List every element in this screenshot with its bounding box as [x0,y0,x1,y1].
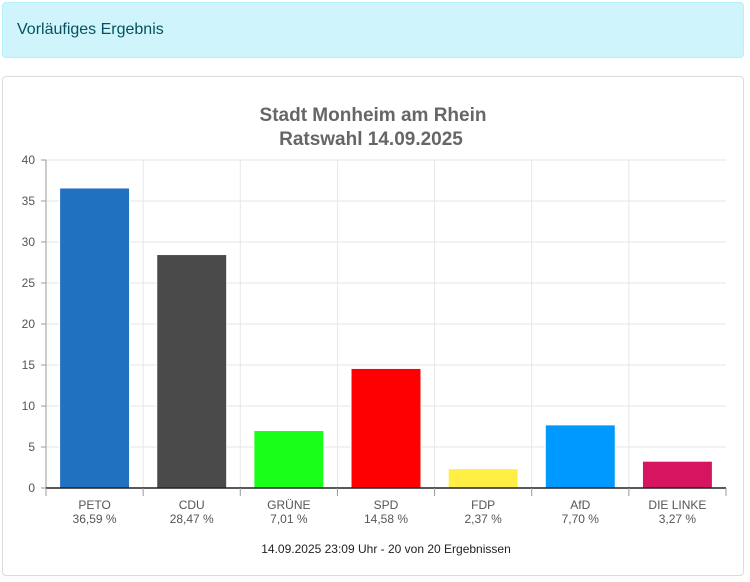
bar-afd [544,424,616,489]
y-tick-label: 40 [22,153,36,167]
y-tick-label: 15 [22,358,36,372]
x-value-label: 2,37 % [464,512,502,526]
x-value-label: 7,01 % [270,512,308,526]
x-value-label: 7,70 % [562,512,600,526]
status-alert: Vorläufiges Ergebnis [2,2,744,58]
bar-spd [350,367,422,489]
y-tick-label: 35 [22,194,36,208]
x-category-label: DIE LINKE [648,498,706,512]
x-value-label: 3,27 % [659,512,697,526]
x-value-label: 28,47 % [170,512,214,526]
y-tick-label: 0 [28,481,35,495]
y-tick-label: 30 [22,235,36,249]
x-category-label: SPD [374,498,399,512]
x-category-label: FDP [471,498,495,512]
bar-peto [59,187,131,489]
bar-grüne [253,430,325,489]
x-category-label: PETO [78,498,110,512]
x-category-label: GRÜNE [267,498,310,512]
bar-die-linke [641,460,713,489]
chart-footer: 14.09.2025 23:09 Uhr - 20 von 20 Ergebni… [261,542,511,556]
x-category-label: CDU [179,498,205,512]
x-category-label: AfD [570,498,590,512]
x-value-label: 14,58 % [364,512,408,526]
bar-cdu [156,254,228,489]
x-value-label: 36,59 % [73,512,117,526]
chart-bars [59,187,713,489]
chart-title-line-2: Ratswahl 14.09.2025 [279,129,463,150]
alert-text: Vorläufiges Ergebnis [17,21,164,38]
chart-axes [41,159,727,496]
chart-title-line-1: Stadt Monheim am Rhein [260,105,487,126]
y-tick-label: 5 [28,440,35,454]
y-tick-label: 20 [22,317,36,331]
bar-fdp [447,468,519,489]
y-tick-label: 10 [22,399,36,413]
y-tick-label: 25 [22,276,36,290]
